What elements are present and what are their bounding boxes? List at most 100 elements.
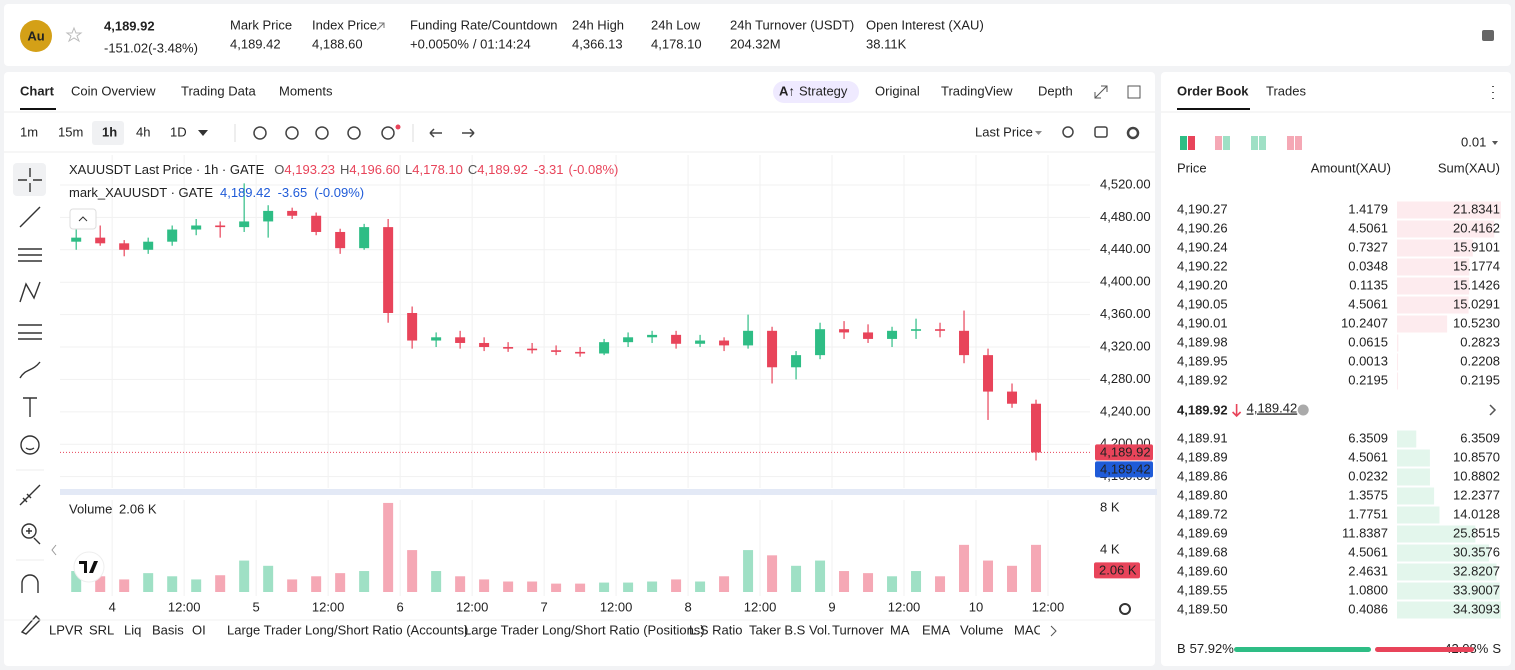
orderbook-header: Sum(XAU)	[1438, 160, 1500, 175]
indicator[interactable]: OI	[192, 622, 206, 637]
layout-toggle[interactable]	[1215, 136, 1230, 150]
order-price[interactable]: 4,189.69	[1177, 525, 1228, 540]
order-price[interactable]: 4,189.55	[1177, 582, 1228, 597]
drawing-tool[interactable]	[19, 281, 41, 303]
order-price[interactable]: 4,189.92	[1177, 372, 1228, 387]
layout-toggle[interactable]	[1180, 136, 1195, 150]
mark-value: -3.65	[278, 185, 308, 200]
undo-icon[interactable]	[429, 128, 442, 138]
toolbar-icon[interactable]	[347, 126, 361, 140]
order-price[interactable]: 4,189.72	[1177, 506, 1228, 521]
favorite-star[interactable]	[65, 26, 83, 43]
redo-icon[interactable]	[462, 128, 475, 138]
interval-dropdown[interactable]	[198, 130, 208, 136]
drawing-tool[interactable]	[19, 361, 41, 379]
orderbook-tab[interactable]: Order Book	[1177, 83, 1249, 98]
order-price[interactable]: 4,190.24	[1177, 239, 1228, 254]
order-price[interactable]: 4,189.68	[1177, 544, 1228, 559]
toolbar-icon[interactable]	[253, 126, 267, 140]
order-price[interactable]: 4,189.80	[1177, 487, 1228, 502]
volume-bar	[695, 581, 706, 592]
candle-body	[719, 340, 730, 346]
precision-select[interactable]: 0.01	[1461, 134, 1486, 149]
order-price[interactable]: 4,189.89	[1177, 449, 1228, 464]
indicator-more[interactable]	[1050, 625, 1057, 637]
view-tab[interactable]: Original	[875, 83, 920, 98]
mid-chevron[interactable]	[1489, 404, 1497, 416]
drawing-tool[interactable]	[19, 484, 41, 506]
drawing-tool[interactable]	[19, 206, 41, 228]
indicator[interactable]: Volume	[960, 622, 1003, 637]
chart-tab[interactable]: Trading Data	[181, 83, 256, 98]
chart-tab[interactable]: Moments	[279, 83, 333, 98]
order-price[interactable]: 4,190.22	[1177, 258, 1228, 273]
order-price[interactable]: 4,189.95	[1177, 353, 1228, 368]
drawing-tool[interactable]	[18, 248, 42, 262]
order-price[interactable]: 4,190.27	[1177, 201, 1228, 216]
indicator[interactable]: Taker B.S Vol.	[749, 622, 831, 637]
indicator[interactable]: LPVR	[49, 622, 83, 637]
legend-change-pct: (-0.08%)	[569, 162, 619, 177]
toolbar-icon[interactable]	[315, 126, 329, 140]
toolbar-icon[interactable]	[285, 126, 299, 140]
indicator[interactable]: Large Trader Long/Short Ratio (Accounts)	[227, 622, 468, 637]
indicator[interactable]: MA	[890, 622, 910, 637]
view-tab[interactable]: Depth	[1038, 83, 1073, 98]
interval[interactable]: 1D	[170, 124, 187, 139]
interval[interactable]: 1h	[102, 124, 117, 139]
indicator[interactable]: Turnover	[832, 622, 884, 637]
order-price[interactable]: 4,189.91	[1177, 430, 1228, 445]
strategy-pill[interactable]	[773, 81, 859, 103]
settings-icon[interactable]	[1126, 126, 1140, 140]
search-icon[interactable]	[1062, 126, 1074, 138]
active-interval-bg	[92, 121, 124, 145]
indicator[interactable]: MACD	[1014, 622, 1052, 637]
layout-toggle[interactable]	[1251, 136, 1266, 150]
menu-icon[interactable]	[1482, 30, 1494, 41]
interval[interactable]: 1m	[20, 124, 38, 139]
volume-bar	[359, 571, 370, 592]
layout-toggle[interactable]	[1287, 136, 1302, 150]
drawing-tool[interactable]	[18, 168, 42, 192]
indicator[interactable]: SRL	[89, 622, 114, 637]
view-tab[interactable]: Strategy	[799, 83, 848, 98]
toolbar-icon[interactable]	[381, 126, 395, 140]
drawing-tool[interactable]	[18, 324, 42, 340]
order-price[interactable]: 4,190.05	[1177, 296, 1228, 311]
collapse-button[interactable]	[69, 208, 97, 230]
chart-tab[interactable]: Chart	[20, 83, 55, 98]
candle-body	[215, 225, 226, 228]
candle-body	[959, 330, 970, 356]
order-price[interactable]: 4,190.26	[1177, 220, 1228, 235]
indicator[interactable]: EMA	[922, 622, 951, 637]
indicator[interactable]: Liq	[124, 622, 141, 637]
time-settings[interactable]	[1119, 603, 1131, 615]
view-tab[interactable]: TradingView	[941, 83, 1013, 98]
indicator[interactable]: Basis	[152, 622, 184, 637]
drawing-tool[interactable]	[21, 523, 41, 545]
interval[interactable]: 15m	[58, 124, 83, 139]
depth-bar	[1397, 506, 1440, 524]
pane-left-arrow[interactable]	[51, 544, 57, 556]
depth-bar	[1397, 353, 1399, 371]
orderbook-tab[interactable]: Trades	[1266, 83, 1306, 98]
order-price[interactable]: 4,190.20	[1177, 277, 1228, 292]
tool-shape	[23, 397, 37, 417]
fullscreen-icon[interactable]	[1094, 85, 1108, 99]
order-price[interactable]: 4,189.98	[1177, 334, 1228, 349]
order-price[interactable]: 4,189.60	[1177, 563, 1228, 578]
order-price[interactable]: 4,190.01	[1177, 315, 1228, 330]
drawing-tool[interactable]	[20, 435, 40, 455]
indicator[interactable]: Large Trader Long/Short Ratio (Positions…	[464, 622, 705, 637]
order-price[interactable]: 4,189.50	[1177, 601, 1228, 616]
drawing-tool[interactable]	[21, 574, 39, 593]
depth-bar	[1397, 601, 1501, 619]
interval[interactable]: 4h	[136, 124, 150, 139]
indicator[interactable]: L.S Ratio	[689, 622, 742, 637]
window-icon[interactable]	[1127, 85, 1141, 99]
camera-icon[interactable]	[1094, 126, 1108, 138]
order-price[interactable]: 4,189.86	[1177, 468, 1228, 483]
chart-tab[interactable]: Coin Overview	[71, 83, 156, 98]
drawing-tool[interactable]	[23, 397, 37, 417]
price-type-select[interactable]: Last Price	[975, 124, 1033, 139]
